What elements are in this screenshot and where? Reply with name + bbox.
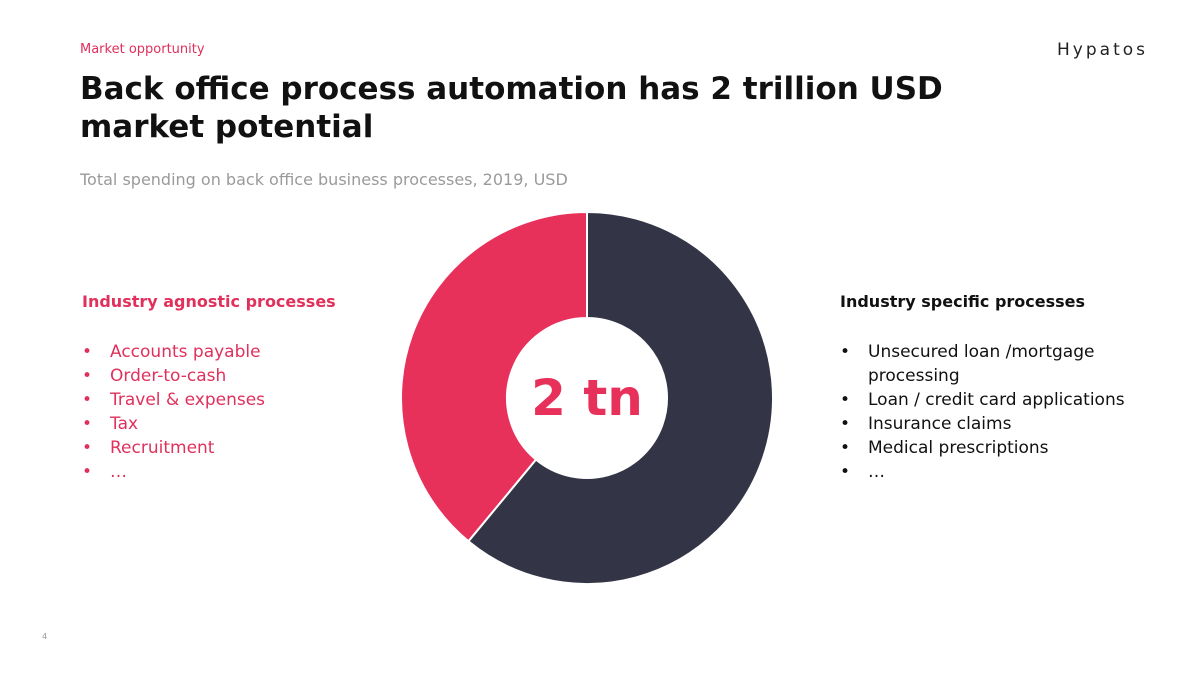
donut-segment — [467, 210, 774, 585]
bullet-item: … — [840, 460, 1150, 484]
bullet-item: Recruitment — [82, 436, 265, 460]
donut-segment — [400, 210, 588, 543]
bullet-item: Medical prescriptions — [840, 436, 1150, 460]
center-label: 2 tn — [531, 369, 643, 427]
bullet-item: Order-to-cash — [82, 364, 265, 388]
section-label: Market opportunity — [80, 42, 205, 57]
bullet-item: Accounts payable — [82, 340, 265, 364]
bullet-list: Unsecured loan /mortgage processingLoan … — [840, 340, 1150, 484]
brand: Hypatos — [1057, 40, 1148, 60]
bullet-item: Travel & expenses — [82, 388, 265, 412]
title: Back office process automation has 2 tri… — [80, 71, 943, 145]
bullet-item: Insurance claims — [840, 412, 1150, 436]
bullet-item: … — [82, 460, 265, 484]
bullet-list: Accounts payableOrder-to-cashTravel & ex… — [82, 340, 265, 484]
page-number: 4 — [42, 632, 48, 641]
legend-heading: Industry agnostic processes — [82, 292, 336, 311]
bullet-item: Loan / credit card applications — [840, 388, 1150, 412]
bullet-item: Unsecured loan /mortgage processing — [840, 340, 1150, 388]
legend-heading: Industry specific processes — [840, 292, 1086, 311]
subtitle: Total spending on back office business p… — [80, 170, 568, 189]
bullet-item: Tax — [82, 412, 265, 436]
